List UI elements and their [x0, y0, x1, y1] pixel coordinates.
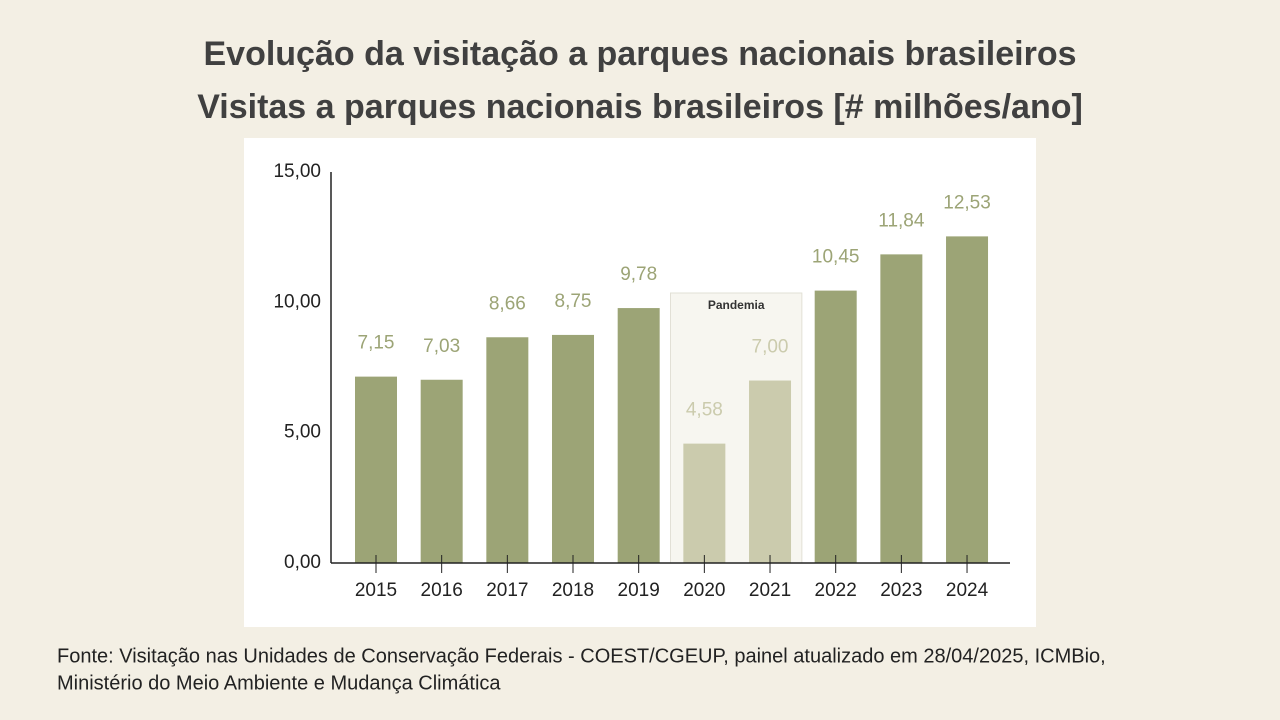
x-tick-label: 2022	[815, 580, 857, 601]
y-tick-label: 5,00	[284, 422, 321, 443]
value-label: 7,03	[423, 336, 460, 357]
value-label: 9,78	[620, 264, 657, 285]
value-label: 4,58	[686, 400, 723, 421]
chart-subtitle: Visitas a parques nacionais brasileiros …	[197, 88, 1083, 126]
value-label: 12,53	[943, 192, 991, 213]
x-tick-label: 2016	[421, 580, 463, 601]
annotation-label: Pandemia	[708, 298, 765, 312]
x-tick-label: 2021	[749, 580, 791, 601]
x-tick-label: 2020	[683, 580, 725, 601]
bar	[946, 236, 989, 563]
bar	[683, 443, 726, 563]
bar	[617, 308, 660, 563]
value-label: 7,15	[358, 333, 395, 354]
y-tick-label: 0,00	[284, 552, 321, 573]
y-tick-label: 10,00	[273, 291, 321, 312]
x-tick-label: 2023	[880, 580, 922, 601]
x-tick-label: 2019	[618, 580, 660, 601]
x-tick-label: 2018	[552, 580, 594, 601]
x-tick-label: 2015	[355, 580, 397, 601]
x-tick-label: 2017	[486, 580, 528, 601]
footer-line: Fonte: Visitação nas Unidades de Conserv…	[57, 645, 1106, 667]
bar	[552, 334, 595, 563]
value-label: 8,75	[555, 291, 592, 312]
footer-line: Ministério do Meio Ambiente e Mudança Cl…	[57, 672, 501, 694]
bar	[420, 379, 463, 563]
bar	[814, 290, 857, 563]
value-label: 8,66	[489, 293, 526, 314]
bar	[749, 380, 792, 563]
x-tick-label: 2024	[946, 580, 989, 601]
value-label: 11,84	[878, 210, 925, 231]
bar	[355, 376, 397, 563]
chart-title: Evolução da visitação a parques nacionai…	[203, 35, 1076, 73]
bar	[880, 254, 923, 563]
y-tick-label: 15,00	[273, 161, 321, 182]
value-label: 7,00	[752, 337, 789, 358]
bar	[486, 337, 529, 563]
value-label: 10,45	[812, 247, 860, 268]
